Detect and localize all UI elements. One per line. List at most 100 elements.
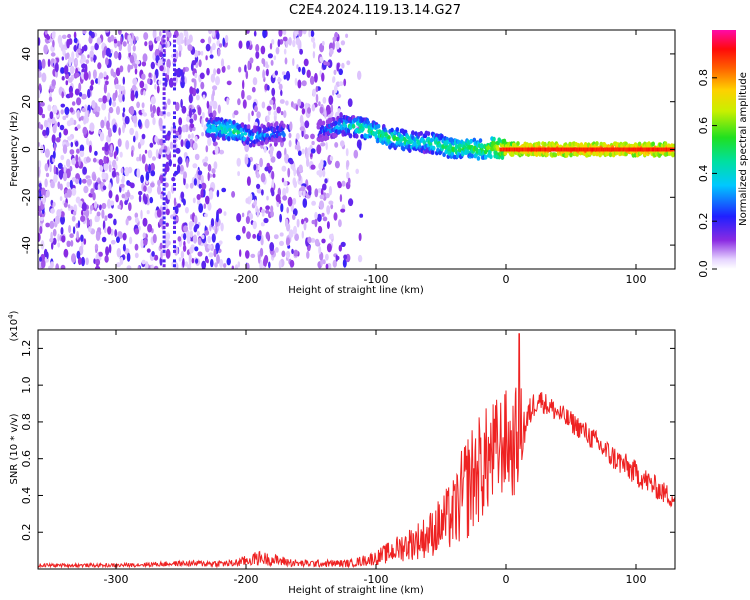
- spectrogram-cell: [101, 102, 107, 111]
- spectrogram-cell: [149, 196, 154, 204]
- spectrogram-cell: [150, 61, 155, 70]
- spectrogram-cell: [335, 41, 340, 50]
- y-tick-label: 1.2: [20, 340, 33, 358]
- spectrogram-cell: [162, 230, 166, 234]
- spectrogram-cell: [345, 33, 349, 38]
- spectrogram-ridge-cell: [321, 120, 326, 126]
- spectrogram-cell: [122, 243, 126, 252]
- spectrogram-ridge-cell: [334, 120, 338, 126]
- spectrogram-cell: [70, 240, 74, 247]
- spectrogram-cell: [201, 234, 205, 240]
- spectrogram-cell: [73, 37, 78, 44]
- spectrogram-cell: [52, 124, 57, 134]
- spectrogram-ridge-cell: [246, 124, 251, 129]
- spectrogram-cell: [212, 89, 216, 97]
- spectrogram-cell: [96, 37, 102, 45]
- spectrogram-cell: [282, 195, 288, 201]
- spectrogram-cell: [115, 164, 118, 170]
- spectrogram-cell: [246, 95, 252, 101]
- spectrogram-cell: [223, 211, 227, 216]
- spectrogram-cell: [265, 209, 270, 214]
- spectrogram-cell: [301, 230, 304, 239]
- spectrogram-cell: [207, 201, 212, 211]
- spectrogram-cell: [105, 80, 109, 86]
- spectrogram-cell: [337, 108, 341, 114]
- spectrogram-cell: [167, 98, 171, 106]
- spectrogram-cell: [54, 215, 61, 225]
- spectrogram-cell: [245, 30, 250, 34]
- spectrogram-cell: [190, 62, 194, 71]
- spectrogram-cell: [237, 171, 241, 177]
- spectrogram-cell: [151, 251, 155, 257]
- spectrogram-cell: [44, 163, 49, 172]
- spectrogram-cell: [66, 240, 71, 247]
- spectrogram-cell: [182, 198, 186, 206]
- x-tick-label: -200: [234, 573, 259, 586]
- spectrogram-cell: [279, 232, 284, 237]
- spectrogram-cell: [111, 170, 117, 178]
- spectrogram-cell: [167, 190, 172, 200]
- spectrogram-cell: [122, 112, 125, 118]
- spectrogram-cell: [57, 233, 60, 242]
- spectrogram-cell: [98, 251, 103, 257]
- spectrogram-cell: [245, 70, 249, 80]
- spectrogram-cell: [221, 187, 227, 193]
- spectrogram-cell: [197, 251, 203, 257]
- spectrogram-cell: [333, 69, 337, 76]
- spectrogram-cell: [196, 88, 200, 94]
- spectrogram-cell: [58, 169, 64, 179]
- spectrogram-ridge-core: [615, 147, 617, 152]
- spectrogram-ridge-cell: [545, 152, 549, 158]
- spectrogram-cell: [134, 217, 139, 224]
- spectrogram-cell: [162, 206, 166, 210]
- spectrogram-cell: [144, 163, 149, 173]
- spectrogram-cell: [120, 85, 125, 91]
- spectrogram-cell: [247, 112, 251, 123]
- spectrogram-cell: [339, 194, 343, 203]
- spectrogram-cell: [266, 105, 272, 111]
- spectrogram-cell: [256, 111, 261, 119]
- spectrogram-cell: [173, 206, 176, 210]
- spectrogram-ridge-core: [639, 147, 642, 152]
- spectrogram-cell: [159, 30, 162, 37]
- spectrogram-cell: [76, 109, 81, 119]
- spectrogram-cell: [184, 206, 189, 214]
- spectrogram-ridge-cell: [608, 152, 613, 158]
- spectrogram-cell: [45, 126, 50, 136]
- spectrogram-cell: [326, 243, 332, 253]
- spectrogram-cell: [212, 173, 216, 178]
- spectrogram-cell: [148, 72, 152, 78]
- spectrogram-ridge-core: [560, 147, 562, 152]
- spectrogram-cell: [247, 60, 251, 71]
- spectrogram-cell: [162, 183, 166, 186]
- spectrogram-ridge-cell: [615, 150, 619, 156]
- spectrogram-cell: [48, 265, 52, 269]
- spectrogram-cell: [173, 163, 176, 167]
- spectrogram-cell: [183, 225, 189, 233]
- spectrogram-ridge-core: [563, 147, 565, 152]
- spectrogram-cell: [183, 30, 187, 37]
- spectrogram-cell: [148, 40, 153, 46]
- spectrogram-cell: [47, 58, 51, 68]
- spectrogram-cell: [63, 248, 69, 258]
- spectrogram-cell: [176, 36, 182, 46]
- spectrogram-cell: [310, 148, 316, 154]
- spectrogram-cell: [88, 30, 93, 36]
- spectrogram-cell: [327, 59, 333, 69]
- spectrogram-ridge-core: [641, 147, 643, 152]
- spectrogram-ridge-core: [513, 147, 516, 152]
- spectrogram-ridge-core: [547, 147, 549, 152]
- spectrogram-cell: [295, 104, 299, 111]
- spectrogram-cell: [130, 92, 135, 102]
- spectrogram-cell: [345, 148, 349, 157]
- spectrogram-cell: [87, 88, 91, 99]
- spectrogram-cell: [285, 100, 289, 106]
- spectrogram-cell: [153, 265, 159, 269]
- spectrogram-cell: [253, 164, 257, 171]
- spectrogram-ridge-core: [509, 147, 512, 152]
- spectrogram-cell: [72, 226, 76, 235]
- spectrogram-cell: [49, 111, 54, 120]
- spectrogram-cell: [83, 71, 89, 81]
- spectrogram-cell: [207, 36, 212, 45]
